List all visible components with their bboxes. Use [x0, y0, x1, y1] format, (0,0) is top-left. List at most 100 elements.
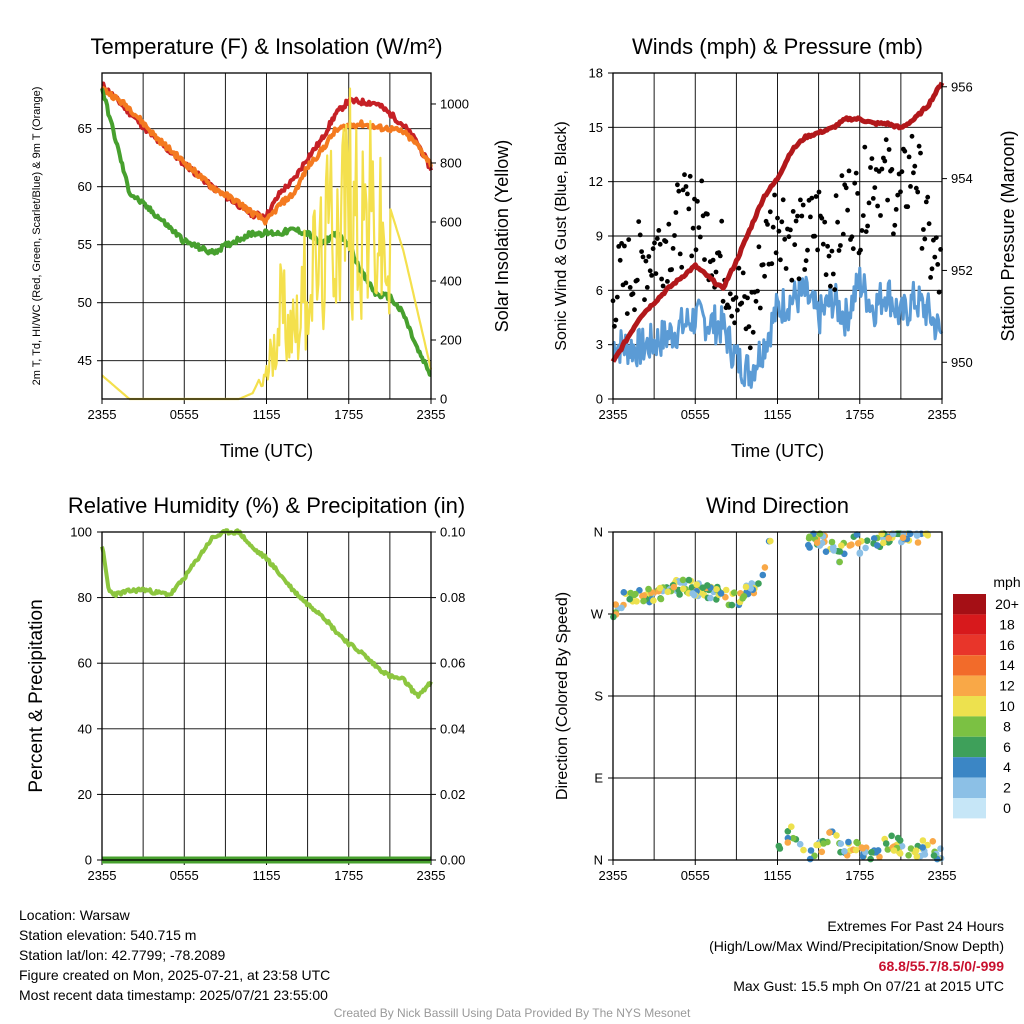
- wind-direction-point: [914, 539, 922, 546]
- y-right-tick-label: 200: [440, 332, 462, 347]
- wind-direction-point: [852, 846, 860, 854]
- x-tick-label: 2355: [599, 407, 628, 422]
- wind-gust-point: [630, 291, 636, 297]
- wind-gust-point: [672, 233, 677, 238]
- legend-label: 12: [999, 678, 1015, 694]
- y-right-axis-label: Solar Insolation (Yellow): [492, 140, 512, 332]
- legend-label: 20+: [995, 596, 1019, 612]
- wind-gust-point: [869, 156, 875, 162]
- wind-direction-point: [805, 541, 812, 549]
- y-right-tick-label: 1000: [440, 96, 469, 111]
- wind-gust-point: [677, 251, 683, 257]
- wind-direction-point: [739, 595, 746, 602]
- wind-gust-point: [632, 307, 637, 313]
- wind-gust-point: [846, 168, 852, 174]
- legend-swatch: [953, 675, 986, 696]
- y-tick-label: 65: [78, 121, 92, 136]
- wind-gust-point: [756, 244, 762, 250]
- y-tick-label: 0: [85, 853, 92, 868]
- x-tick-label: 2355: [88, 868, 117, 883]
- plot-border: [101, 531, 432, 861]
- wind-direction-point: [828, 538, 836, 546]
- wind-gust-point: [663, 239, 669, 245]
- x-tick-label: 0555: [170, 407, 199, 422]
- wind-gust-point: [866, 200, 872, 206]
- wind-gust-point: [858, 247, 863, 253]
- chart-title: Relative Humidity (%) & Precipitation (i…: [68, 493, 465, 518]
- wind-gust-point: [675, 182, 680, 188]
- wind-gust-point: [666, 221, 672, 227]
- wind-gust-point: [665, 279, 670, 284]
- wind-direction-point: [822, 548, 830, 555]
- legend-title: mph: [993, 574, 1020, 590]
- wind-direction-point: [657, 595, 665, 603]
- wind-gust-point: [733, 295, 739, 300]
- wind-direction-point: [618, 604, 625, 612]
- wind-gust-point: [913, 185, 919, 191]
- y-tick-label: W: [591, 607, 604, 622]
- wind-gust-point: [820, 241, 826, 247]
- wind-direction-point: [848, 541, 855, 548]
- wind-direction-point: [874, 847, 882, 854]
- wind-gust-point: [799, 213, 805, 219]
- plot-border: [612, 72, 943, 400]
- wind-direction-point: [929, 838, 937, 845]
- y-right-tick-label: 600: [440, 214, 462, 229]
- wind-gust-point: [653, 271, 659, 276]
- wind-direction-point: [905, 852, 912, 859]
- wind-direction-point: [664, 588, 672, 596]
- y-axis-label: 2m T, Td, HI/WC (Red, Green, Scarlet/Blu…: [31, 87, 43, 386]
- x-tick-label: 0555: [681, 407, 710, 422]
- recent-data-text: Most recent data timestamp: 2025/07/21 2…: [19, 987, 328, 1003]
- legend-label: 8: [1003, 718, 1011, 734]
- wind-gust-point: [689, 253, 695, 259]
- wind-gust-point: [617, 257, 623, 263]
- wind-direction-point: [815, 841, 822, 849]
- wind-gust-point: [792, 242, 798, 248]
- wind-gust-point: [745, 295, 750, 301]
- wind-direction-point: [626, 595, 633, 603]
- wind-gust-point: [815, 247, 820, 253]
- wind-direction-point: [899, 534, 907, 541]
- legend-label: 16: [999, 637, 1015, 653]
- wind-gust-point: [849, 234, 855, 240]
- wind-gust-point: [679, 264, 685, 270]
- wind-gust-point: [915, 189, 921, 195]
- y-tick-label: 80: [78, 590, 92, 605]
- extremes-panel: Extremes For Past 24 Hours (High/Low/Max…: [709, 916, 1004, 996]
- wind-direction-point: [912, 847, 920, 854]
- wind-gust-point: [912, 163, 918, 169]
- x-tick-label: 1155: [764, 407, 792, 422]
- wind-gust-point: [921, 227, 926, 232]
- wind-gust-point: [710, 257, 716, 263]
- y-right-tick-label: 0.06: [440, 656, 465, 671]
- wind-gust-point: [729, 313, 735, 319]
- wind-direction-point: [767, 537, 774, 545]
- wind-gust-point: [855, 191, 860, 196]
- y-right-tick-label: 0: [440, 392, 447, 407]
- wind-direction-point: [742, 583, 750, 591]
- wind-gust-point: [656, 228, 662, 233]
- wind-direction-point: [833, 832, 840, 839]
- wind-gust-point: [850, 246, 856, 252]
- wind-gust-point: [753, 298, 759, 304]
- wind-gust-point: [782, 236, 788, 242]
- y-axis-label: Sonic Wind & Gust (Blue, Black): [553, 121, 570, 350]
- wind-gust-point: [796, 276, 802, 282]
- wind-gust-point: [863, 229, 869, 235]
- wind-gust-point: [840, 231, 846, 237]
- chart-title: Wind Direction: [706, 493, 849, 518]
- wind-gust-point: [773, 250, 779, 256]
- wind-gust-point: [660, 283, 666, 289]
- wind-gust-point: [736, 265, 742, 271]
- wind-gust-point: [652, 240, 657, 246]
- wind-gust-point: [786, 234, 792, 240]
- y-tick-label: 0: [596, 392, 603, 407]
- x-tick-label: 1755: [845, 407, 874, 422]
- wind-direction-point: [888, 832, 895, 840]
- wind-gust-point: [928, 275, 933, 280]
- wind-gust-point: [739, 300, 745, 306]
- wind-gust-point: [634, 277, 640, 283]
- wind-gust-point: [898, 189, 903, 195]
- chart-title: Winds (mph) & Pressure (mb): [632, 34, 923, 59]
